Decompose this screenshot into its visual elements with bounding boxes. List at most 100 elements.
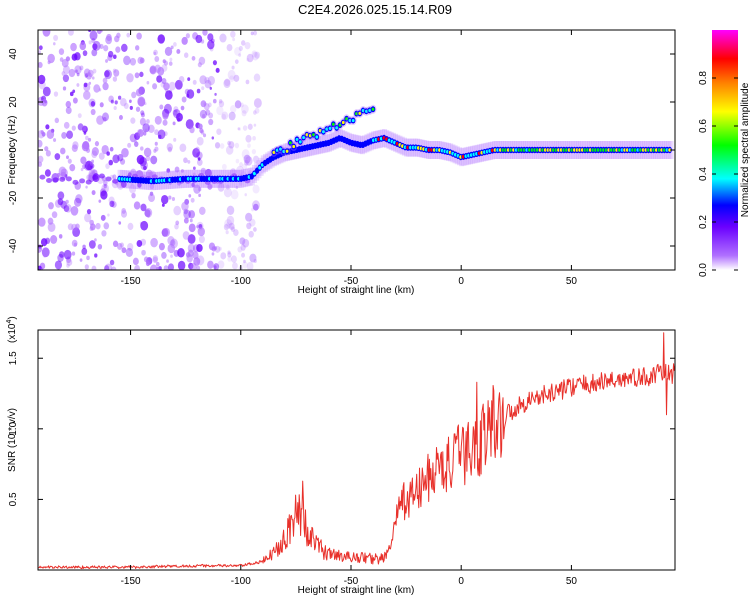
heatmap-noise-cell [214, 142, 221, 149]
heatmap-noise-cell [42, 252, 47, 258]
heatmap-noise-cell [81, 247, 88, 256]
heatmap-branch-cell [272, 150, 276, 154]
heatmap-noise-cell [82, 50, 88, 57]
heatmap-noise-cell [213, 263, 220, 270]
heatmap-branch-cell [355, 112, 358, 116]
heatmap-noise-cell [153, 49, 158, 56]
heatmap-noise-cell [183, 209, 191, 220]
heatmap-noise-cell [195, 34, 203, 44]
heatmap-noise-cell [104, 265, 110, 270]
spectrogram-xtick-label: -150 [121, 276, 141, 287]
heatmap-noise-cell [133, 141, 139, 147]
heatmap-branch-cell [351, 118, 355, 123]
heatmap-noise-cell [69, 163, 76, 172]
heatmap-noise-cell [88, 30, 92, 33]
heatmap-ridge-cell [252, 171, 256, 176]
heatmap-noise-cell [88, 98, 96, 108]
heatmap-noise-cell [192, 148, 200, 158]
heatmap-noise-cell [251, 51, 259, 61]
heatmap-branch-cell [338, 123, 342, 127]
heatmap-noise-cell [66, 155, 69, 160]
heatmap-noise-cell [134, 139, 138, 143]
heatmap-noise-cell [116, 242, 123, 250]
heatmap-noise-cell [112, 54, 117, 60]
heatmap-noise-cell [82, 244, 86, 249]
heatmap-noise-cell [214, 92, 217, 96]
heatmap-noise-cell [47, 217, 54, 225]
spectrogram-xtick-label: 0 [458, 276, 464, 287]
heatmap-noise-cell [186, 89, 195, 99]
heatmap-noise-cell [208, 118, 214, 126]
heatmap-noise-cell [231, 65, 235, 70]
heatmap-noise-cell [142, 123, 150, 133]
heatmap-noise-cell [163, 265, 169, 270]
heatmap-noise-cell [106, 33, 112, 42]
heatmap-noise-cell [226, 205, 235, 215]
heatmap-noise-cell [73, 197, 82, 207]
heatmap-noise-cell [154, 141, 158, 146]
heatmap-branch-cell [368, 108, 372, 113]
heatmap-noise-cell [232, 37, 236, 42]
heatmap-noise-cell [154, 129, 159, 136]
heatmap-noise-cell [154, 146, 159, 152]
heatmap-noise-cell [161, 228, 169, 237]
heatmap-noise-cell [162, 119, 168, 126]
heatmap-noise-cell [229, 105, 237, 114]
heatmap-noise-cell [181, 96, 187, 103]
heatmap-branch-cell [288, 141, 292, 145]
heatmap-noise-cell [88, 240, 96, 249]
heatmap-noise-cell [225, 184, 230, 190]
heatmap-noise-cell [135, 106, 141, 112]
heatmap-noise-cell [128, 184, 137, 194]
heatmap-noise-cell [71, 251, 76, 256]
heatmap-noise-cell [145, 155, 151, 162]
snr-ylabel: SNR (10 * v/v) [7, 408, 18, 472]
heatmap-noise-cell [60, 147, 66, 155]
heatmap-noise-cell [207, 33, 214, 41]
snr-xtick-label: -100 [231, 576, 251, 587]
heatmap-noise-cell [63, 249, 72, 260]
colorbar-gradient [712, 30, 738, 270]
heatmap-noise-cell [208, 242, 216, 251]
spectrogram-xlabel: Height of straight line (km) [298, 285, 415, 296]
heatmap-noise-cell [196, 136, 204, 146]
heatmap-noise-cell [127, 242, 134, 251]
heatmap-noise-cell [73, 242, 78, 247]
snr-series-line [38, 332, 675, 570]
heatmap-noise-cell [218, 99, 223, 104]
heatmap-noise-cell [72, 227, 81, 238]
heatmap-noise-cell [245, 134, 252, 143]
heatmap-noise-cell [129, 57, 137, 66]
heatmap-noise-cell [101, 230, 107, 237]
heatmap-noise-cell [229, 75, 235, 83]
heatmap-noise-cell [164, 46, 173, 56]
heatmap-noise-cell [112, 174, 117, 180]
heatmap-noise-cell [121, 43, 128, 52]
heatmap-noise-cell [50, 235, 58, 244]
heatmap-noise-cell [71, 53, 78, 61]
heatmap-noise-cell [152, 256, 158, 264]
heatmap-noise-cell [170, 254, 173, 258]
heatmap-noise-cell [221, 163, 227, 170]
heatmap-noise-cell [129, 105, 133, 110]
heatmap-noise-cell [207, 75, 215, 86]
heatmap-noise-cell [213, 265, 217, 270]
heatmap-noise-cell [46, 129, 55, 139]
heatmap-band-cell [65, 176, 72, 182]
heatmap-noise-cell [102, 112, 109, 122]
heatmap-noise-cell [67, 158, 72, 164]
heatmap-noise-cell [141, 249, 146, 256]
heatmap-noise-cell [199, 206, 206, 215]
heatmap-noise-cell [72, 89, 76, 94]
heatmap-ridge-cell [250, 174, 254, 179]
heatmap-band-cell [92, 174, 99, 180]
snr-panel: -150 -100 -50 0 50 0.5 1.0 1.5 Height of straig… [6, 316, 676, 596]
heatmap-noise-cell [57, 198, 64, 206]
spectrogram-ylabel: Frequency (Hz) [7, 116, 18, 185]
heatmap-noise-cell [197, 62, 202, 68]
colorbar-label: Normalized spectral amplitude [740, 82, 750, 217]
heatmap-noise-cell [71, 125, 76, 131]
heatmap-branch-cell [348, 118, 352, 123]
spectrogram-xtick-label: -50 [344, 276, 359, 287]
heatmap-noise-cell [114, 35, 120, 43]
